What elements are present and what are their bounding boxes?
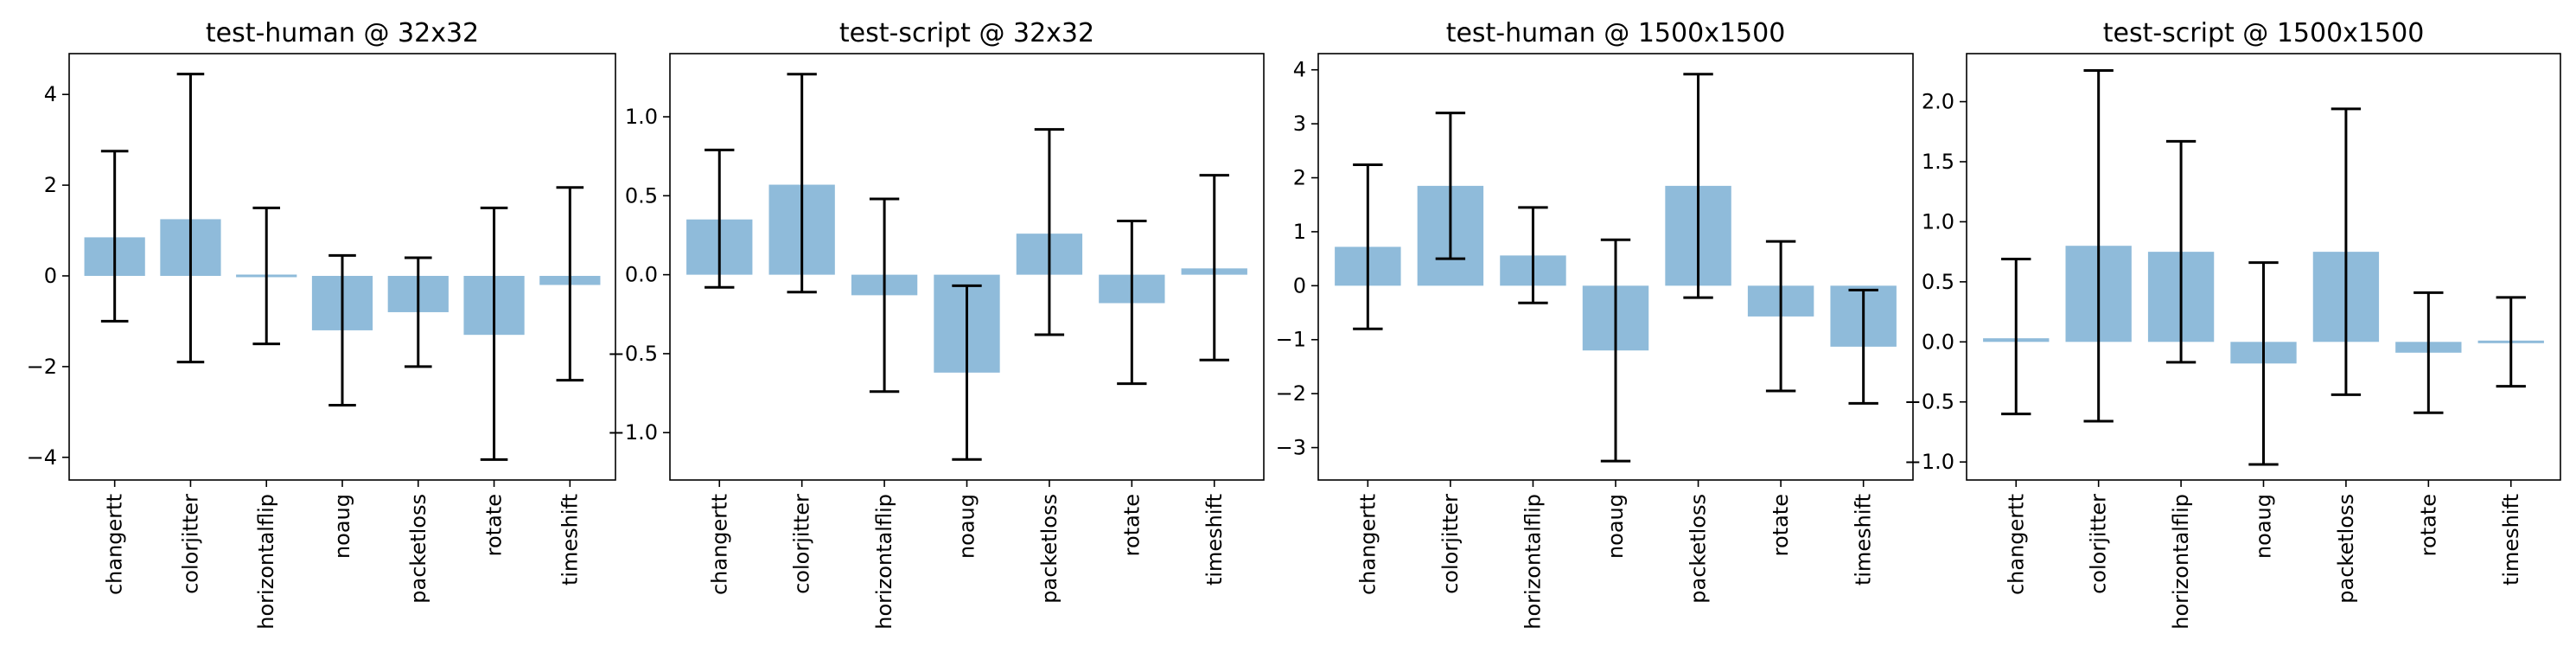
chart-title: test-script @ 32x32 (839, 18, 1094, 48)
y-tick-label: −3 (1276, 436, 1306, 460)
x-tick-label-changertt: changertt (707, 494, 731, 595)
chart-title: test-human @ 32x32 (206, 18, 479, 48)
error-bar-noaug (2248, 261, 2279, 466)
x-tick-label-noaug: noaug (955, 494, 979, 559)
y-tick-label: 0.5 (625, 183, 658, 208)
x-tick-label-noaug: noaug (1604, 494, 1628, 559)
y-tick-label: 1.0 (1922, 209, 1954, 234)
y-tick-label: −0.5 (608, 342, 658, 366)
x-tick-label-rotate: rotate (1769, 494, 1793, 556)
error-bar-horizontalflip (869, 197, 900, 394)
error-bar-packetloss (404, 256, 432, 368)
error-bar-colorjitter (787, 73, 817, 294)
y-tick-label: −4 (27, 445, 57, 470)
error-bar-timeshift (1199, 174, 1229, 362)
chart-title: test-script @ 1500x1500 (2103, 18, 2425, 48)
error-bar-timeshift (1848, 288, 1878, 405)
chart-panel-4: −1.0 −0.5 0.0 0.5 1.0 1.5 2.0 changertt colorjit… (1904, 18, 2561, 630)
x-tick-label-timeshift: timeshift (1852, 494, 1876, 586)
x-tick-label-noaug: noaug (330, 494, 354, 559)
x-tick-label-rotate: rotate (482, 494, 507, 556)
error-bar-changertt (100, 150, 129, 323)
x-tick-label-noaug: noaug (2252, 494, 2276, 559)
y-tick-label: −2 (1276, 381, 1306, 406)
y-tick-label: 1 (1293, 220, 1306, 244)
error-bar-rotate (2413, 291, 2444, 414)
x-tick-label-colorjitter: colorjitter (178, 494, 202, 594)
y-tick-label: 0.0 (625, 263, 658, 287)
x-tick-label-horizontalflip: horizontalflip (254, 494, 278, 630)
error-bar-timeshift (2496, 296, 2526, 388)
y-tick-label: 2 (44, 173, 57, 197)
x-tick-label-changertt: changertt (2004, 494, 2028, 595)
x-tick-label-packetloss: packetloss (1687, 494, 1711, 604)
y-tick-label: 0.5 (1922, 270, 1954, 294)
chart-panel-1: −4 −2 0 2 4 changertt colorjitter horizontalfli… (27, 18, 616, 630)
y-tick-label: −1.0 (608, 420, 658, 445)
y-tick-label: −2 (27, 355, 57, 379)
error-bar-colorjitter (176, 73, 205, 364)
y-tick-label: 1.0 (625, 105, 658, 129)
error-bar-rotate (480, 206, 508, 461)
x-tick-label-rotate: rotate (2416, 494, 2440, 556)
error-bar-timeshift (556, 186, 584, 382)
y-tick-label: 2 (1293, 166, 1306, 190)
error-bar-noaug (328, 253, 356, 406)
error-bar-changertt (2001, 257, 2031, 416)
y-tick-label: 4 (1293, 58, 1306, 82)
error-bar-horizontalflip (252, 206, 281, 346)
x-tick-label-packetloss: packetloss (406, 494, 430, 604)
y-tick-label: 0 (1293, 273, 1306, 298)
error-bar-horizontalflip (1518, 206, 1548, 304)
error-bar-changertt (705, 148, 735, 289)
error-bar-packetloss (2331, 107, 2362, 396)
chart-panel-2: −1.0 −0.5 0.0 0.5 1.0 changertt colorjitter hor… (608, 18, 1265, 630)
x-tick-label-packetloss: packetloss (1037, 494, 1062, 604)
y-tick-label: 1.5 (1922, 150, 1954, 174)
y-tick-label: −1 (1276, 328, 1306, 352)
x-tick-label-packetloss: packetloss (2334, 494, 2358, 604)
y-tick-label: −0.5 (1904, 390, 1954, 414)
error-bar-rotate (1765, 240, 1796, 393)
y-tick-label: 4 (44, 82, 57, 106)
error-bar-noaug (1600, 238, 1631, 463)
error-bar-horizontalflip (2165, 139, 2197, 364)
x-tick-label-horizontalflip: horizontalflip (1521, 494, 1545, 630)
y-tick-label: 3 (1293, 112, 1306, 136)
x-tick-label-rotate: rotate (1119, 494, 1144, 556)
x-tick-label-horizontalflip: horizontalflip (872, 494, 896, 630)
error-bar-changertt (1353, 163, 1383, 330)
x-tick-label-colorjitter: colorjitter (1438, 494, 1463, 594)
y-tick-label: 0.0 (1922, 330, 1954, 354)
y-tick-label: 0 (44, 264, 57, 288)
error-bar-rotate (1117, 220, 1147, 386)
x-tick-label-colorjitter: colorjitter (2087, 494, 2111, 594)
error-bar-packetloss (1683, 73, 1713, 299)
x-tick-label-changertt: changertt (1355, 494, 1380, 595)
x-tick-label-timeshift: timeshift (558, 494, 582, 586)
x-tick-label-timeshift: timeshift (1202, 494, 1227, 586)
x-tick-label-changertt: changertt (103, 494, 127, 595)
error-bar-colorjitter (2083, 68, 2114, 423)
x-tick-label-timeshift: timeshift (2499, 494, 2523, 586)
y-tick-label: −1.0 (1904, 450, 1954, 474)
x-tick-label-horizontalflip: horizontalflip (2169, 494, 2193, 630)
x-tick-label-colorjitter: colorjitter (790, 494, 814, 594)
error-bar-packetloss (1034, 128, 1065, 336)
y-tick-label: 2.0 (1922, 90, 1954, 114)
chart-title: test-human @ 1500x1500 (1446, 18, 1786, 48)
chart-panel-3: −3 −2 −1 0 1 2 3 4 changertt colorjitter horizonta… (1276, 18, 1914, 630)
error-bar-noaug (952, 284, 982, 461)
error-bar-colorjitter (1435, 112, 1466, 260)
